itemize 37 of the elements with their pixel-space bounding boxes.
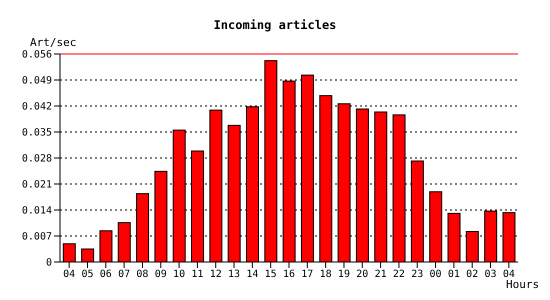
y-tick-label: 0.042 <box>22 102 52 113</box>
y-tick-label: 0 <box>46 258 52 269</box>
y-tick-label: 0.007 <box>22 232 52 243</box>
y-tick-label: 0.035 <box>22 128 52 139</box>
y-tick-label: 0.014 <box>22 206 52 217</box>
x-tick-label: 08 <box>136 269 148 280</box>
x-tick-label: 18 <box>320 269 332 280</box>
x-tick-label: 03 <box>484 269 497 280</box>
x-tick-label: 17 <box>301 269 314 280</box>
x-tick-label: 11 <box>191 269 204 280</box>
x-tick-label: 06 <box>100 269 112 280</box>
x-tick-label: 14 <box>246 269 258 280</box>
x-tick-label: 20 <box>356 269 368 280</box>
x-tick-label: 09 <box>154 269 167 280</box>
x-tick-label: 01 <box>448 269 460 280</box>
x-tick-label: 16 <box>282 269 296 280</box>
x-tick-label: 05 <box>81 269 94 280</box>
x-tick-label: 22 <box>392 269 405 280</box>
y-tick-label: 0.021 <box>22 180 52 191</box>
y-tick-label: 0.056 <box>22 50 52 61</box>
x-tick-label: 19 <box>338 269 350 280</box>
y-axis-title: Art/sec <box>30 36 76 49</box>
x-tick-label: 02 <box>466 269 478 280</box>
x-tick-label: 07 <box>118 269 130 280</box>
x-axis-title: Hours <box>506 278 540 291</box>
x-tick-label: 13 <box>228 269 240 280</box>
x-tick-label: 23 <box>411 269 424 280</box>
x-tick-label: 10 <box>173 269 186 280</box>
x-tick-label: 15 <box>264 269 277 280</box>
x-tick-label: 21 <box>374 269 387 280</box>
y-tick-label: 0.028 <box>22 154 52 165</box>
x-tick-label: 04 <box>63 269 76 280</box>
x-tick-label: 12 <box>210 269 222 280</box>
y-tick-label: 0.049 <box>22 76 52 87</box>
chart-title: Incoming articles <box>212 18 338 32</box>
x-tick-label: 00 <box>430 269 442 280</box>
x-tick-label: 04 <box>502 269 515 280</box>
